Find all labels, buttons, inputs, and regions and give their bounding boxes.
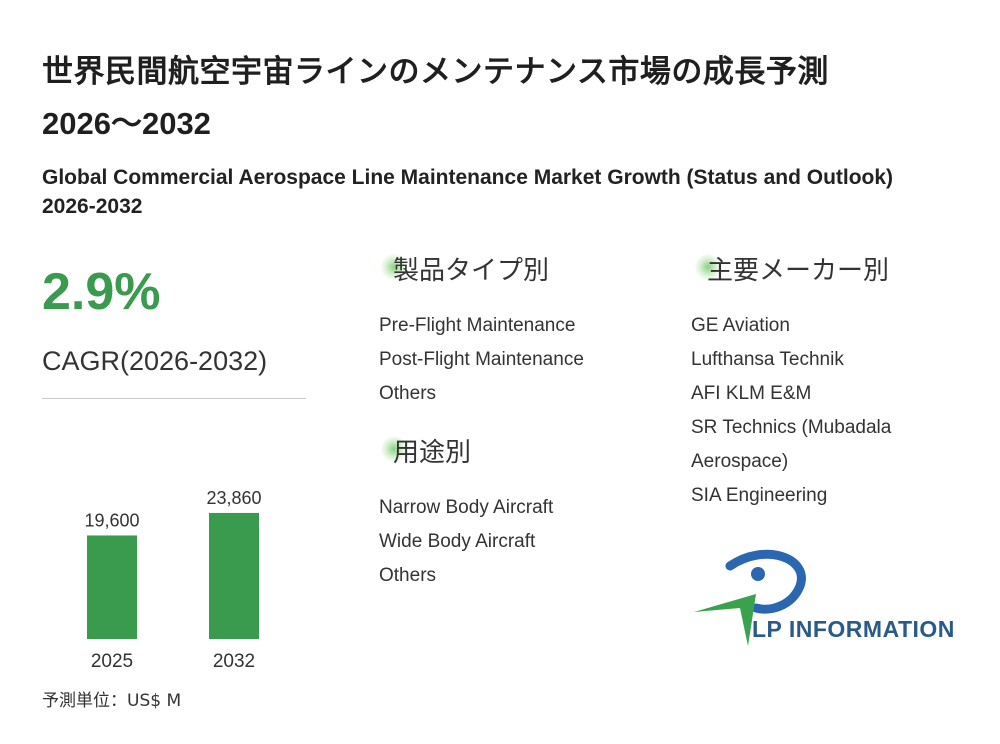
english-title: Global Commercial Aerospace Line Mainten… (42, 166, 894, 218)
product-type-list: Pre-Flight Maintenance Post-Flight Maint… (379, 309, 584, 411)
section-heading-text: 主要メーカー別 (707, 256, 890, 286)
data-label-2025: 19,600 (84, 510, 139, 530)
list-item: AFI KLM E&M (691, 383, 812, 404)
page-title: 世界民間航空宇宙ラインのメンテナンス市場の成長予測 (42, 54, 829, 90)
list-item: Pre-Flight Maintenance (379, 315, 576, 336)
bullet-dot-icon (695, 254, 721, 280)
application-list: Narrow Body Aircraft Wide Body Aircraft … (379, 491, 553, 593)
cagr-divider (42, 398, 306, 399)
market-size-bar-chart: 19,600 2025 23,860 2032 (84, 488, 261, 672)
cagr-value: 2.9% (42, 263, 161, 321)
list-item: SR Technics (Mubadala (691, 417, 892, 438)
data-label-2032: 23,860 (206, 488, 261, 508)
list-item: Post-Flight Maintenance (379, 349, 584, 370)
list-item: Others (379, 383, 437, 404)
lp-information-logo-icon (694, 549, 806, 646)
list-item: Narrow Body Aircraft (379, 497, 554, 518)
list-item: GE Aviation (691, 315, 790, 336)
section-heading-product-type: 製品タイプ別 (381, 250, 550, 287)
list-item: SIA Engineering (691, 485, 828, 506)
manufacturers-list: GE Aviation Lufthansa Technik AFI KLM E&… (691, 309, 891, 513)
section-heading-manufacturers: 主要メーカー別 (695, 250, 890, 287)
list-item: Others (379, 565, 437, 586)
category-label-2032: 2032 (213, 651, 255, 672)
bar-2032 (209, 512, 259, 639)
category-label-2025: 2025 (91, 651, 133, 672)
bar-2025 (87, 535, 137, 639)
section-heading-text: 製品タイプ別 (393, 256, 550, 286)
list-item: Aerospace) (691, 451, 789, 472)
bullet-dot-icon (381, 254, 407, 280)
logo-text: LP INFORMATION (752, 616, 955, 642)
cagr-label: CAGR(2026-2032) (42, 346, 268, 376)
section-heading-text: 用途別 (393, 438, 472, 468)
title-years: 2026～2032 (42, 106, 211, 141)
section-heading-application: 用途別 (381, 432, 472, 469)
bullet-dot-icon (381, 436, 407, 462)
list-item: Wide Body Aircraft (379, 531, 536, 552)
list-item: Lufthansa Technik (691, 349, 844, 370)
unit-label: 予測単位：US$ M (42, 691, 182, 711)
